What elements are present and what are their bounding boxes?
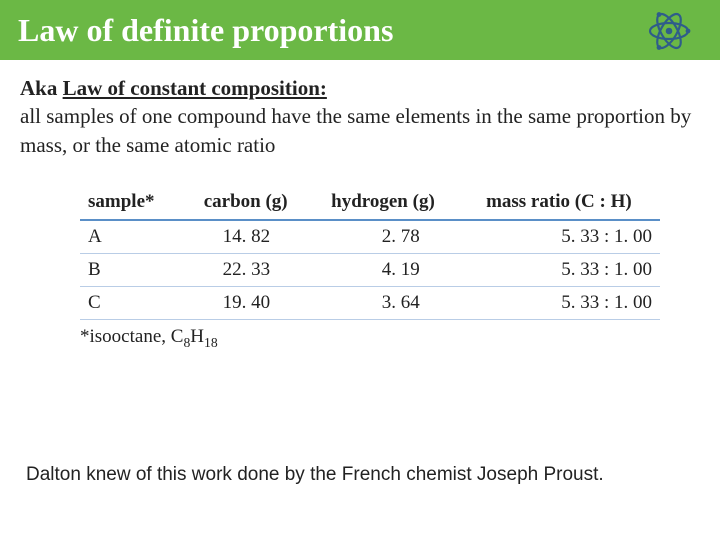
footnote-prefix: *isooctane, C — [80, 326, 183, 347]
col-sample: sample* — [80, 187, 183, 220]
page-title: Law of definite proportions — [18, 12, 393, 49]
col-ratio: mass ratio (C : H) — [458, 187, 660, 220]
cell-carbon: 22. 33 — [183, 254, 308, 287]
cell-carbon: 14. 82 — [183, 220, 308, 254]
cell-hydrogen: 4. 19 — [308, 254, 458, 287]
aka-label: Aka — [20, 76, 63, 100]
table-footnote: *isooctane, C8H18 — [80, 326, 660, 351]
aka-name: Law of constant composition: — [63, 76, 327, 100]
col-carbon: carbon (g) — [183, 187, 308, 220]
content-area: Aka Law of constant composition: all sam… — [0, 60, 720, 351]
cell-hydrogen: 3. 64 — [308, 287, 458, 320]
table-header-row: sample* carbon (g) hydrogen (g) mass rat… — [80, 187, 660, 220]
cell-ratio: 5. 33 : 1. 00 — [458, 287, 660, 320]
footnote-sub2: 18 — [204, 335, 218, 350]
intro-paragraph: Aka Law of constant composition: all sam… — [20, 74, 700, 159]
bottom-note: Dalton knew of this work done by the Fre… — [26, 464, 604, 486]
atom-icon — [646, 8, 692, 59]
cell-ratio: 5. 33 : 1. 00 — [458, 220, 660, 254]
table-row: B 22. 33 4. 19 5. 33 : 1. 00 — [80, 254, 660, 287]
cell-sample: C — [80, 287, 183, 320]
cell-hydrogen: 2. 78 — [308, 220, 458, 254]
data-table-wrap: sample* carbon (g) hydrogen (g) mass rat… — [80, 187, 660, 351]
cell-sample: B — [80, 254, 183, 287]
table-row: A 14. 82 2. 78 5. 33 : 1. 00 — [80, 220, 660, 254]
intro-body: all samples of one compound have the sam… — [20, 104, 691, 156]
table-row: C 19. 40 3. 64 5. 33 : 1. 00 — [80, 287, 660, 320]
data-table: sample* carbon (g) hydrogen (g) mass rat… — [80, 187, 660, 320]
cell-carbon: 19. 40 — [183, 287, 308, 320]
header-bar: Law of definite proportions — [0, 0, 720, 60]
cell-ratio: 5. 33 : 1. 00 — [458, 254, 660, 287]
cell-sample: A — [80, 220, 183, 254]
col-hydrogen: hydrogen (g) — [308, 187, 458, 220]
footnote-mid: H — [190, 326, 204, 347]
